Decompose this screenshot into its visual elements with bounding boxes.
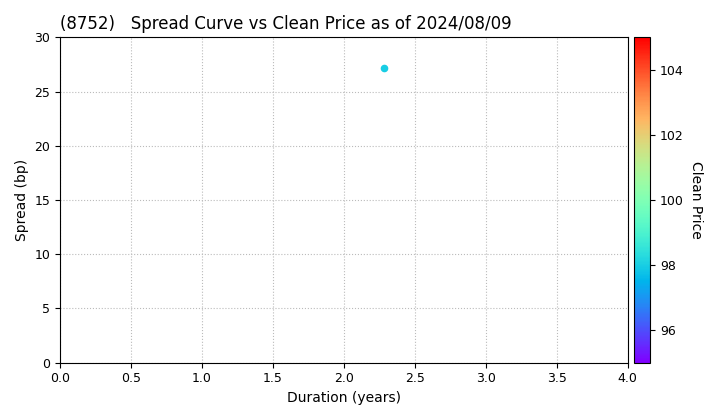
Text: (8752)   Spread Curve vs Clean Price as of 2024/08/09: (8752) Spread Curve vs Clean Price as of… [60,15,512,33]
Y-axis label: Clean Price: Clean Price [689,161,703,239]
Y-axis label: Spread (bp): Spread (bp) [15,159,29,241]
X-axis label: Duration (years): Duration (years) [287,391,401,405]
Point [378,64,390,71]
